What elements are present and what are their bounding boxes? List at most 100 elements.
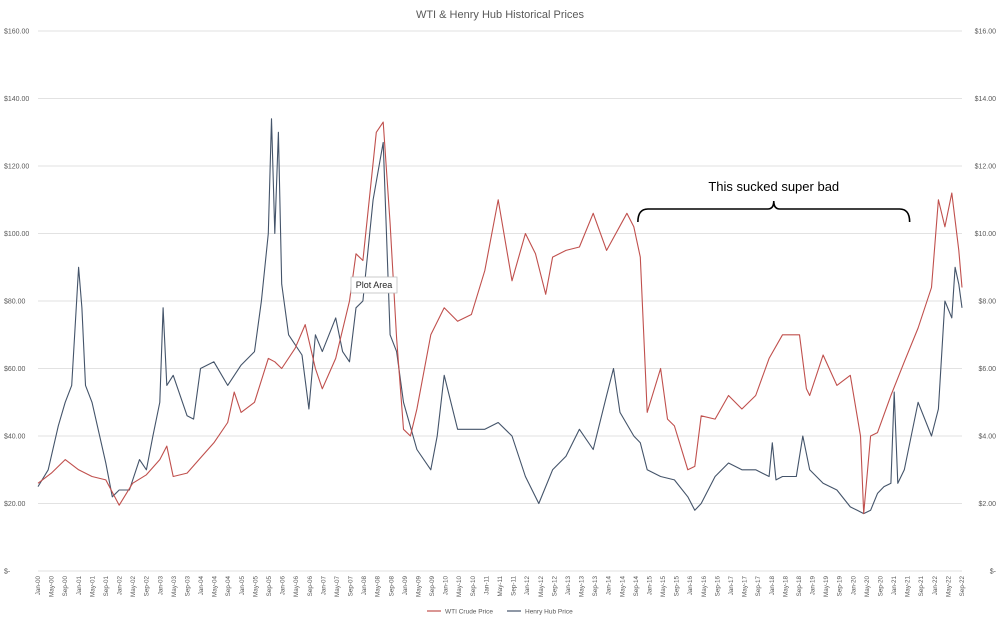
y-tick-label-left: $60.00 <box>4 366 26 373</box>
y-tick-label-right: $6.00 <box>978 366 996 373</box>
x-tick-label: Jan-13 <box>565 576 572 596</box>
legend-label-henry-hub: Henry Hub Price <box>525 609 573 616</box>
y-tick-label-left: $20.00 <box>4 501 26 508</box>
chart-title: WTI & Henry Hub Historical Prices <box>416 9 585 21</box>
y-tick-label-left: $80.00 <box>4 299 26 306</box>
x-tick-label: Jan-10 <box>443 576 450 596</box>
legend: WTI Crude Price Henry Hub Price <box>427 609 573 616</box>
x-tick-label: Jan-17 <box>728 576 735 596</box>
x-tick-label: May-07 <box>334 576 341 597</box>
y-tick-label-left: $100.00 <box>4 231 29 238</box>
x-tick-label: Sep-06 <box>307 576 314 597</box>
x-tick-label: May-15 <box>660 576 667 597</box>
x-tick-label: May-21 <box>905 576 912 597</box>
x-tick-label: Jan-15 <box>646 576 653 596</box>
x-tick-label: May-03 <box>171 576 178 597</box>
x-tick-label: Sep-09 <box>429 576 436 597</box>
x-tick-label: May-02 <box>130 576 137 597</box>
x-tick-label: Sep-12 <box>551 576 558 597</box>
tooltip-text: Plot Area <box>356 280 393 290</box>
x-tick-label: Sep-22 <box>959 576 966 597</box>
x-tick-label: Jan-16 <box>687 576 694 596</box>
x-tick-label: Sep-04 <box>225 576 232 597</box>
x-tick-label: May-19 <box>823 576 830 597</box>
x-tick-label: May-13 <box>579 576 586 597</box>
tooltip-box <box>350 276 398 294</box>
x-tick-label: May-14 <box>619 576 626 597</box>
annotation-brace <box>637 200 911 223</box>
series-layer <box>37 118 963 515</box>
x-tick-label: Jan-22 <box>932 576 939 596</box>
series-line-wti <box>37 121 963 515</box>
y-tick-label-right: $2.00 <box>978 501 996 508</box>
y-tick-label-left: $- <box>4 569 11 576</box>
x-tick-label: Jan-20 <box>850 576 857 596</box>
x-tick-label: Sep-03 <box>184 576 191 597</box>
gridlines <box>38 30 962 572</box>
x-tick-label: Jan-14 <box>606 576 613 596</box>
x-tick-label: Jan-06 <box>280 576 287 596</box>
x-tick-label: Sep-19 <box>837 576 844 597</box>
x-tick-label: Jan-04 <box>198 576 205 596</box>
y-tick-label-right: $10.00 <box>975 231 997 238</box>
x-tick-label: Sep-17 <box>755 576 762 597</box>
x-tick-label: Jan-02 <box>117 576 124 596</box>
x-tick-label: May-11 <box>497 576 504 597</box>
plot-area-tooltip: Plot Area <box>350 276 398 294</box>
x-tick-label: May-08 <box>375 576 382 597</box>
x-tick-label: May-04 <box>212 576 219 597</box>
x-tick-label: Sep-18 <box>796 576 803 597</box>
y-tick-label-right: $16.00 <box>975 29 997 36</box>
y-tick-label-left: $120.00 <box>4 164 29 171</box>
x-axis: Jan-00 May-00 Sep-00 Jan-01 May-01 Sep-01 Jan-… <box>35 576 966 597</box>
x-tick-label: May-01 <box>89 576 96 597</box>
x-tick-label: Sep-10 <box>470 576 477 597</box>
x-tick-label: Jan-08 <box>361 576 368 596</box>
x-tick-label: Jan-03 <box>157 576 164 596</box>
y-tick-label-left: $140.00 <box>4 96 29 103</box>
y-tick-label-right: $8.00 <box>978 299 996 306</box>
x-tick-label: Sep-15 <box>674 576 681 597</box>
x-tick-label: Sep-16 <box>714 576 721 597</box>
x-tick-label: Jan-19 <box>810 576 817 596</box>
x-tick-label: Sep-21 <box>918 576 925 597</box>
x-tick-label: Jan-12 <box>524 576 531 596</box>
x-tick-label: May-20 <box>864 576 871 597</box>
y-tick-label-right: $12.00 <box>975 164 997 171</box>
x-tick-label: Sep-02 <box>144 576 151 597</box>
y-tick-label-left: $40.00 <box>4 434 26 441</box>
series-line-henry-hub <box>37 118 963 515</box>
x-tick-label: Jan-01 <box>76 576 83 596</box>
x-tick-label: Sep-05 <box>266 576 273 597</box>
y-tick-label-right: $14.00 <box>975 96 997 103</box>
x-tick-label: Sep-08 <box>388 576 395 597</box>
x-tick-label: May-16 <box>701 576 708 597</box>
y-tick-label-right: $4.00 <box>978 434 996 441</box>
x-tick-label: Jan-18 <box>769 576 776 596</box>
x-tick-label: Jan-09 <box>402 576 409 596</box>
x-tick-label: Sep-11 <box>511 576 518 596</box>
x-tick-label: Sep-20 <box>877 576 884 597</box>
x-tick-label: Sep-14 <box>633 576 640 597</box>
x-tick-label: May-05 <box>252 576 259 597</box>
x-tick-label: Jan-05 <box>239 576 246 596</box>
x-tick-label: Jan-11 <box>483 576 490 595</box>
x-tick-label: May-18 <box>782 576 789 597</box>
y-tick-label-right: $- <box>990 569 997 576</box>
x-tick-label: May-00 <box>49 576 56 597</box>
annotation-text: This sucked super bad <box>708 179 839 194</box>
y-tick-label-left: $160.00 <box>4 29 29 36</box>
y-axis-right: $- $2.00 $4.00 $6.00 $8.00 $10.00 $12.00 $14.00… <box>975 29 997 576</box>
x-tick-label: Sep-07 <box>348 576 355 597</box>
x-tick-label: May-06 <box>293 576 300 597</box>
x-tick-label: Sep-00 <box>62 576 69 597</box>
legend-label-wti: WTI Crude Price <box>445 609 493 616</box>
x-tick-label: May-22 <box>945 576 952 597</box>
x-tick-label: May-09 <box>415 576 422 597</box>
y-axis-left: $- $20.00 $40.00 $60.00 $80.00 $100.00 $120.00… <box>4 29 29 576</box>
x-tick-label: May-10 <box>456 576 463 597</box>
x-tick-label: Sep-13 <box>592 576 599 597</box>
x-tick-label: Sep-01 <box>103 576 110 597</box>
